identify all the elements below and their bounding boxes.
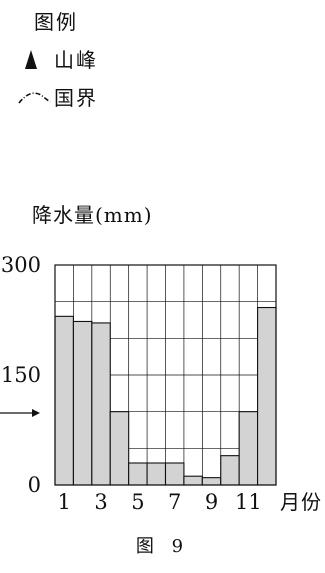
x-tick-labels: 1 3 5 7 9 11 xyxy=(58,490,262,514)
legend-item-border: 国界 xyxy=(16,82,98,111)
chart-frame xyxy=(54,264,277,486)
y-tick-labels: 300 150 0 xyxy=(1,253,41,497)
bar-month-2 xyxy=(72,320,93,486)
x-tick-label: 7 xyxy=(168,490,181,514)
reference-arrow xyxy=(0,409,40,417)
x-tick-label: 3 xyxy=(94,490,107,514)
bar-month-7 xyxy=(164,462,185,486)
bar-month-11 xyxy=(238,411,259,486)
bar-month-10 xyxy=(220,455,240,486)
bar-month-8 xyxy=(183,475,203,486)
bar-month-9 xyxy=(201,477,222,486)
bar-month-6 xyxy=(146,462,167,486)
chart-bars xyxy=(54,306,277,486)
x-tick-label: 5 xyxy=(131,490,144,514)
y-axis-title: 降水量(mm) xyxy=(32,203,153,227)
plot-border xyxy=(54,264,277,486)
border-line-icon xyxy=(16,85,54,109)
x-tick-label: 11 xyxy=(235,490,262,514)
legend-label-border: 国界 xyxy=(54,86,98,110)
legend-item-peak: 山峰 xyxy=(16,44,98,73)
legend-title: 图例 xyxy=(34,10,78,34)
bar-month-3 xyxy=(91,322,111,486)
y-tick-label: 150 xyxy=(1,363,41,387)
bar-month-12 xyxy=(257,306,277,486)
arrow-head-icon xyxy=(32,409,40,417)
legend-label-peak: 山峰 xyxy=(54,48,98,72)
x-tick-label: 1 xyxy=(58,490,71,514)
bar-month-4 xyxy=(109,411,130,486)
x-axis-title: 月份 xyxy=(280,490,322,514)
bar-month-1 xyxy=(54,315,74,486)
y-tick-label: 0 xyxy=(28,473,41,497)
peak-triangle-icon xyxy=(16,47,54,71)
x-tick-label: 9 xyxy=(205,490,218,514)
y-tick-label: 300 xyxy=(1,253,41,277)
bar-month-5 xyxy=(128,462,148,486)
figure-caption: 图 9 xyxy=(135,536,190,557)
